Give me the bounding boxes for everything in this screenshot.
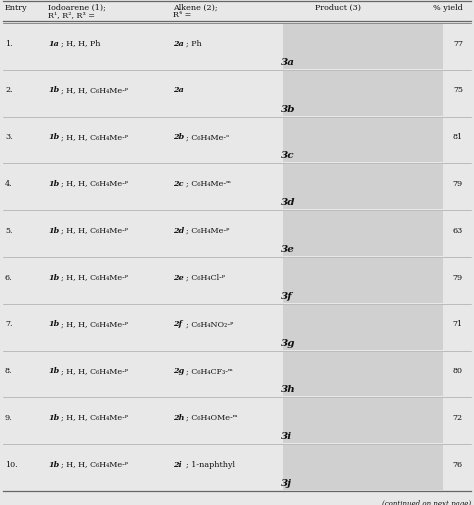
Text: 2g: 2g: [173, 367, 184, 375]
Text: 2i: 2i: [173, 460, 182, 468]
Text: Iodoarene (1);: Iodoarene (1);: [48, 4, 106, 12]
Text: 63: 63: [453, 226, 463, 234]
Text: 3i: 3i: [281, 431, 292, 440]
Text: 3c: 3c: [281, 151, 295, 160]
Text: ; C₆H₄NO₂-ᵖ: ; C₆H₄NO₂-ᵖ: [186, 320, 233, 328]
Bar: [283, 25, 443, 70]
Text: ; C₆H₄Me-ᵒ: ; C₆H₄Me-ᵒ: [186, 133, 229, 141]
Text: 3j: 3j: [281, 478, 292, 487]
Text: 3a: 3a: [281, 58, 295, 67]
Text: R¹, R², R³ =: R¹, R², R³ =: [48, 11, 95, 19]
Text: Alkene (2);: Alkene (2);: [173, 4, 218, 12]
Text: 1b: 1b: [48, 273, 59, 281]
Text: 9.: 9.: [5, 413, 13, 421]
Text: 2a: 2a: [173, 39, 184, 47]
Text: 75: 75: [453, 86, 463, 94]
Text: (continued on next page): (continued on next page): [382, 499, 471, 505]
Text: 5.: 5.: [5, 226, 12, 234]
Text: ; H, H, C₆H₄Me-ᵖ: ; H, H, C₆H₄Me-ᵖ: [61, 133, 128, 141]
Bar: [283, 212, 443, 257]
Text: 2a: 2a: [173, 86, 184, 94]
Text: ; H, H, C₆H₄Me-ᵖ: ; H, H, C₆H₄Me-ᵖ: [61, 367, 128, 375]
Text: % yield: % yield: [433, 4, 463, 12]
Text: ; H, H, C₆H₄Me-ᵖ: ; H, H, C₆H₄Me-ᵖ: [61, 413, 128, 421]
Text: Product (3): Product (3): [315, 4, 361, 12]
Text: 72: 72: [453, 413, 463, 421]
Text: 8.: 8.: [5, 367, 12, 375]
Text: 2d: 2d: [173, 226, 184, 234]
Text: 2h: 2h: [173, 413, 184, 421]
Text: 2e: 2e: [173, 273, 184, 281]
Text: 6.: 6.: [5, 273, 13, 281]
Text: ; C₆H₄Me-ᵐ: ; C₆H₄Me-ᵐ: [186, 180, 231, 188]
Text: ; 1-naphthyl: ; 1-naphthyl: [186, 460, 235, 468]
Text: 3g: 3g: [281, 338, 295, 347]
Bar: [283, 305, 443, 350]
Bar: [283, 352, 443, 396]
Bar: [283, 398, 443, 443]
Text: 76: 76: [453, 460, 463, 468]
Text: 1b: 1b: [48, 367, 59, 375]
Text: ; H, H, C₆H₄Me-ᵖ: ; H, H, C₆H₄Me-ᵖ: [61, 273, 128, 281]
Text: 1a: 1a: [48, 39, 59, 47]
Text: 4.: 4.: [5, 180, 13, 188]
Text: 3.: 3.: [5, 133, 13, 141]
Text: 81: 81: [453, 133, 463, 141]
Text: ; H, H, C₆H₄Me-ᵖ: ; H, H, C₆H₄Me-ᵖ: [61, 320, 128, 328]
Text: 7.: 7.: [5, 320, 12, 328]
Text: 2c: 2c: [173, 180, 183, 188]
Bar: [283, 445, 443, 490]
Text: ; H, H, C₆H₄Me-ᵖ: ; H, H, C₆H₄Me-ᵖ: [61, 86, 128, 94]
Text: 71: 71: [453, 320, 463, 328]
Text: 1b: 1b: [48, 460, 59, 468]
Text: Entry: Entry: [5, 4, 27, 12]
Text: R⁴ =: R⁴ =: [173, 11, 191, 19]
Text: ; C₆H₄Me-ᵖ: ; C₆H₄Me-ᵖ: [186, 226, 229, 234]
Text: 1b: 1b: [48, 413, 59, 421]
Text: 3e: 3e: [281, 244, 295, 254]
Text: 1.: 1.: [5, 39, 13, 47]
Text: ; H, H, C₆H₄Me-ᵖ: ; H, H, C₆H₄Me-ᵖ: [61, 180, 128, 188]
Text: 1b: 1b: [48, 180, 59, 188]
Text: 2b: 2b: [173, 133, 184, 141]
Text: 2f: 2f: [173, 320, 182, 328]
Text: ; C₆H₄OMe-ᵐ: ; C₆H₄OMe-ᵐ: [186, 413, 237, 421]
Text: ; C₆H₄CF₃-ᵐ: ; C₆H₄CF₃-ᵐ: [186, 367, 233, 375]
Bar: [283, 165, 443, 210]
Text: ; C₆H₄Cl-ᵖ: ; C₆H₄Cl-ᵖ: [186, 273, 225, 281]
Text: 1b: 1b: [48, 226, 59, 234]
Text: 3d: 3d: [281, 198, 295, 207]
Text: 79: 79: [453, 180, 463, 188]
Text: 3h: 3h: [281, 385, 296, 393]
Text: ; Ph: ; Ph: [186, 39, 202, 47]
Text: ; H, H, C₆H₄Me-ᵖ: ; H, H, C₆H₄Me-ᵖ: [61, 460, 128, 468]
Text: 2.: 2.: [5, 86, 13, 94]
Text: 3f: 3f: [281, 291, 293, 300]
Text: ; H, H, C₆H₄Me-ᵖ: ; H, H, C₆H₄Me-ᵖ: [61, 226, 128, 234]
Bar: [283, 259, 443, 303]
Bar: [283, 72, 443, 116]
Bar: [283, 118, 443, 163]
Text: 79: 79: [453, 273, 463, 281]
Text: 1b: 1b: [48, 86, 59, 94]
Text: 80: 80: [453, 367, 463, 375]
Text: 1b: 1b: [48, 133, 59, 141]
Text: ; H, H, Ph: ; H, H, Ph: [61, 39, 100, 47]
Text: 3b: 3b: [281, 105, 295, 114]
Text: 77: 77: [453, 39, 463, 47]
Text: 1b: 1b: [48, 320, 59, 328]
Text: 10.: 10.: [5, 460, 18, 468]
